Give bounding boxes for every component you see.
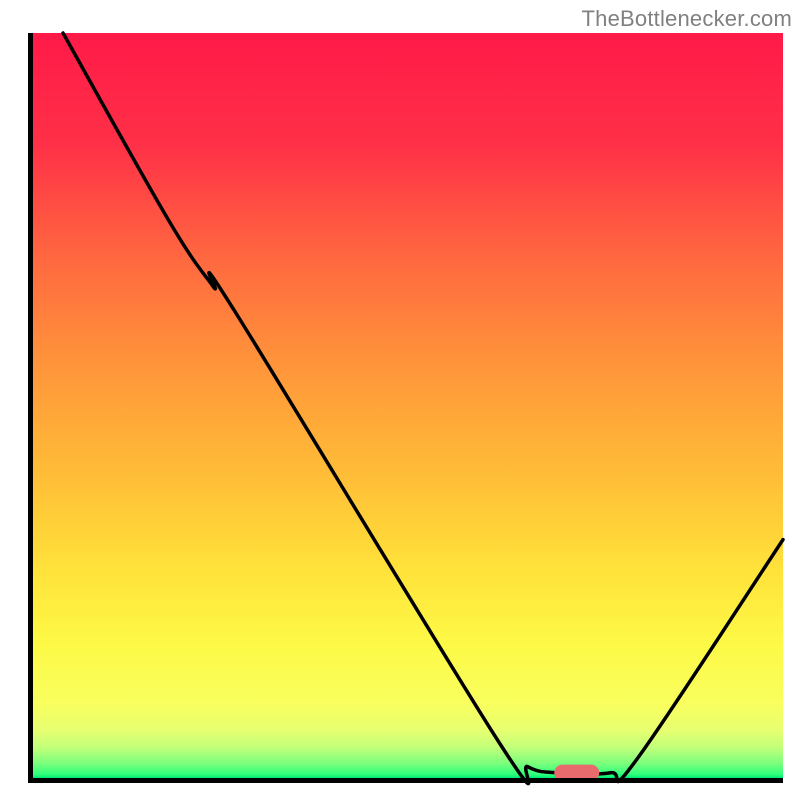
bottleneck-chart: TheBottlenecker.com xyxy=(0,0,800,800)
attribution-text: TheBottlenecker.com xyxy=(582,6,792,32)
x-axis xyxy=(28,778,783,783)
chart-svg xyxy=(0,0,800,800)
gradient-background xyxy=(33,33,783,778)
y-axis xyxy=(28,33,33,783)
